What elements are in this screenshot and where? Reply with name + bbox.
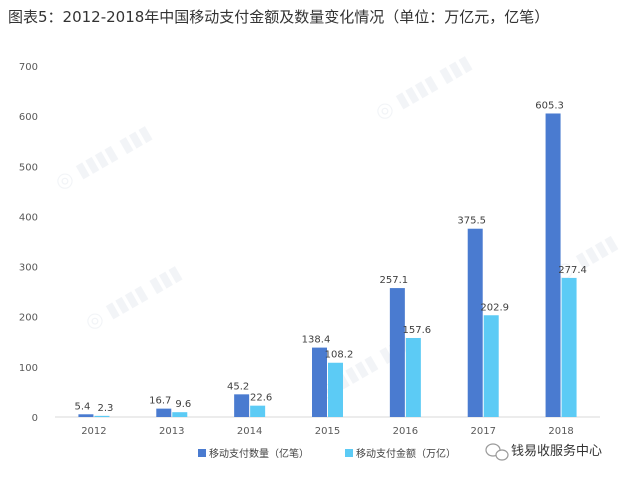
svg-text:◎ ▮▮▮▮ ▮▮▮: ◎ ▮▮▮▮ ▮▮▮ [51,120,156,194]
bar-count [78,414,94,417]
bar-count [156,408,172,417]
data-label-count: 605.3 [535,100,564,111]
data-label-amount: 22.6 [250,393,272,404]
data-label-count: 138.4 [302,335,331,346]
y-tick-label: 300 [19,263,38,274]
bar-count [312,347,327,417]
x-tick-label: 2017 [470,426,495,437]
data-label-count: 257.1 [380,275,409,286]
data-label-count: 5.4 [74,401,90,412]
data-label-count: 45.2 [227,381,249,392]
legend-label: 移动支付数量（亿笔） [209,447,309,460]
data-label-amount: 9.6 [175,399,191,410]
bar-amount [94,415,110,417]
y-tick-label: 500 [19,162,38,173]
bar-amount [172,412,188,417]
y-tick-label: 400 [19,212,38,223]
y-tick-label: 100 [19,363,38,374]
wechat-icon [485,443,509,461]
y-tick-label: 0 [32,413,38,424]
y-tick-label: 200 [19,313,38,324]
data-label-amount: 157.6 [403,325,432,336]
svg-text:◎ ▮▮▮▮ ▮▮▮: ◎ ▮▮▮▮ ▮▮▮ [371,50,476,124]
legend-swatch [345,449,353,457]
legend-label: 移动支付金额（万亿） [356,447,456,460]
bar-count [234,394,250,417]
wechat-watermark: 钱易收服务中心 [485,443,602,461]
data-label-count: 375.5 [457,216,486,227]
svg-text:◎ ▮▮▮▮: ◎ ▮▮▮▮ [551,230,622,285]
data-label-amount: 202.9 [480,302,509,313]
x-tick-label: 2013 [159,426,184,437]
y-tick-label: 600 [19,112,38,123]
bar-amount [250,405,266,417]
data-label-amount: 2.3 [97,403,113,414]
svg-text:◎ ▮▮▮▮ ▮▮▮: ◎ ▮▮▮▮ ▮▮▮ [81,260,186,334]
data-label-amount: 277.4 [558,265,587,276]
bar-amount [483,315,499,417]
y-tick-label: 700 [19,62,38,73]
bar-count [467,228,483,417]
watermark-text: 钱易收服务中心 [511,443,602,459]
x-tick-label: 2018 [548,426,573,437]
data-label-amount: 108.2 [325,350,354,361]
data-label-count: 16.7 [149,396,171,407]
bar-count [545,113,561,417]
bar-amount [561,277,577,417]
x-tick-label: 2016 [393,426,418,437]
bar-count [389,288,405,417]
chart-title: 图表5：2012-2018年中国移动支付金额及数量变化情况（单位：万亿元，亿笔） [8,8,550,26]
x-tick-label: 2014 [237,426,262,437]
x-tick-label: 2012 [81,426,106,437]
bar-amount [328,362,343,417]
bar-amount [405,337,421,417]
legend-swatch [198,449,206,457]
x-tick-label: 2015 [315,426,340,437]
